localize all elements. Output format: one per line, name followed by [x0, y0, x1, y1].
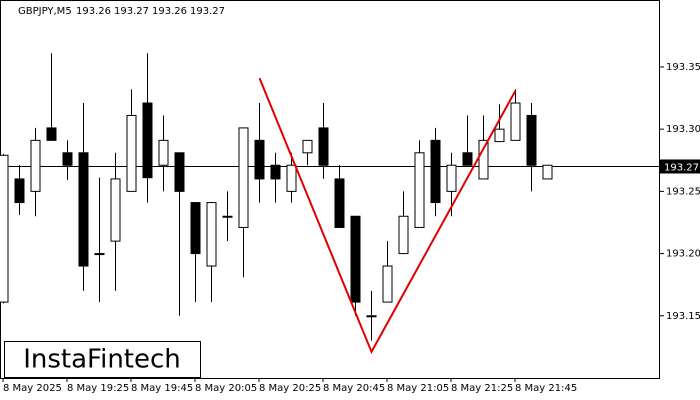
y-tick-label: 193.35	[666, 62, 700, 73]
candle-body	[334, 178, 345, 228]
candle-body	[222, 215, 233, 218]
x-tick-label: 8 May 21:45	[515, 383, 577, 394]
x-tick-label: 8 May 19:25	[67, 383, 129, 394]
y-tick-label: 193.25	[666, 186, 700, 197]
candle-body	[46, 127, 57, 141]
candle-body	[286, 164, 297, 192]
last-price-label: 193.27	[664, 162, 699, 173]
candle-body	[0, 154, 9, 303]
symbol: GBPJPY,M5	[18, 6, 72, 17]
candle-body	[382, 265, 393, 303]
header-price: 193.26	[76, 6, 111, 17]
x-tick-label: 8 May 21:25	[451, 383, 513, 394]
candle-body	[254, 139, 265, 180]
candle-body	[174, 152, 185, 192]
plot-frame	[0, 0, 660, 379]
candle-body	[398, 215, 409, 255]
candle-body	[446, 164, 457, 192]
last-price-box	[660, 159, 700, 174]
header-price: 193.27	[114, 6, 149, 17]
candle-body	[14, 178, 25, 204]
candle-body	[350, 215, 361, 303]
candle-body	[366, 315, 377, 318]
candle-body	[302, 139, 313, 154]
x-tick-label: 8 May 20:45	[323, 383, 385, 394]
pattern-line	[258, 77, 517, 355]
candle-body	[462, 152, 473, 166]
x-tick-label: 8 May 20:25	[259, 383, 321, 394]
x-tick-label: 8 May 2025	[3, 383, 62, 394]
candle-body	[158, 139, 169, 166]
logo: InstaFintech	[23, 345, 181, 375]
candle-body	[30, 139, 41, 192]
y-tick-label: 193.30	[666, 124, 700, 135]
candle-body	[110, 178, 121, 242]
candle-body	[142, 102, 153, 179]
y-tick-label: 193.20	[666, 249, 700, 260]
candle-body	[526, 114, 537, 166]
candle-body	[238, 127, 249, 228]
candle-body	[270, 164, 281, 180]
x-tick-label: 8 May 19:45	[131, 383, 193, 394]
candle-body	[478, 139, 489, 180]
x-tick-label: 8 May 21:05	[387, 383, 449, 394]
candle-body	[206, 202, 217, 267]
candle-body	[62, 152, 73, 166]
candle-body	[542, 164, 553, 180]
candle-body	[510, 102, 521, 141]
y-tick-label: 193.15	[666, 311, 700, 322]
candle-body	[94, 253, 105, 256]
candle-body	[126, 114, 137, 192]
candle-body	[494, 128, 505, 143]
candle-body	[318, 127, 329, 166]
candle-body	[78, 152, 89, 267]
candle-body	[190, 202, 201, 255]
logo-box	[4, 341, 201, 378]
header-price: 193.27	[190, 6, 225, 17]
candle-body	[414, 152, 425, 228]
header-price: 193.26	[152, 6, 187, 17]
candle-body	[430, 139, 441, 204]
x-tick-label: 8 May 20:05	[195, 383, 257, 394]
